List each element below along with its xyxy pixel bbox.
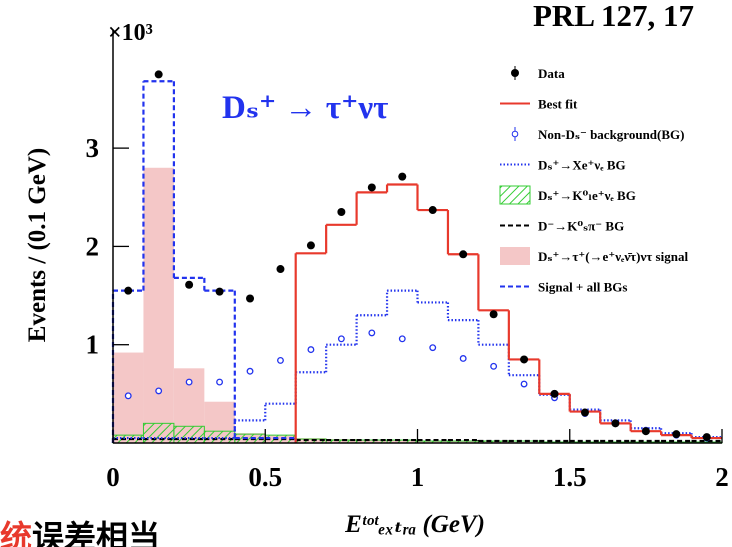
legend-label: Best fit (538, 97, 578, 112)
x-tick-label: 0 (106, 462, 120, 492)
data-point (398, 172, 407, 181)
data-point (337, 208, 346, 217)
y-tick-label: 2 (86, 231, 100, 261)
legend-label: Non-Dₛ⁻ background(BG) (538, 127, 684, 142)
caption: 统 (0, 518, 32, 547)
data-point (672, 430, 681, 439)
legend: Data Best fit Non-Dₛ⁻ background(BG) Dₛ⁺→Xe… (499, 66, 688, 295)
bg-point (398, 335, 406, 343)
bg-point (520, 380, 528, 388)
bg-point (185, 378, 193, 386)
data-point (154, 70, 163, 79)
y-multiplier: ×10³ (108, 20, 153, 46)
legend-label: D⁻→K⁰ₛπ⁻ BG (538, 219, 624, 234)
bg-point (246, 367, 254, 375)
bg-point (368, 329, 376, 337)
bg-point (490, 362, 498, 370)
bg-point (277, 356, 284, 364)
legend-symbol (500, 247, 530, 265)
legend-label: Dₛ⁺→τ⁺(→e⁺νₑν̄τ)ντ signal (538, 249, 688, 264)
data-point (306, 241, 315, 250)
bg-point (307, 346, 315, 354)
data-point (580, 408, 589, 417)
caption: 误差相当 (32, 518, 160, 547)
legend-symbol (499, 185, 531, 205)
x-tick-label: 2 (715, 462, 729, 492)
y-tick-label: 3 (86, 133, 100, 163)
hist-bar (143, 167, 174, 443)
chart-title: PRL 127, 17 (533, 0, 694, 33)
bg-point (429, 344, 437, 352)
data-point (520, 355, 529, 364)
y-tick-label: 1 (86, 330, 100, 360)
hist-bar (173, 425, 205, 444)
data-point (489, 310, 498, 319)
annotation: Dₛ⁺ → τ⁺ντ (222, 90, 388, 126)
legend-label: Dₛ⁺→K⁰ₗe⁺νₑ BG (538, 188, 636, 203)
bg-point (124, 392, 132, 400)
x-tick-label: 1 (411, 462, 425, 492)
bg-point (216, 378, 224, 386)
data-point (185, 280, 194, 289)
data-point (611, 419, 620, 428)
bg-point (459, 355, 467, 362)
data-point (428, 206, 437, 215)
data-point (246, 294, 255, 303)
bg-point (155, 387, 163, 395)
legend-label: Data (538, 66, 565, 81)
data-point (276, 265, 285, 274)
data-point (641, 427, 650, 436)
x-tick-label: 0.5 (248, 462, 282, 492)
data-point (367, 183, 376, 192)
bg-point (337, 335, 345, 343)
data-point (215, 287, 224, 296)
x-axis-label: Eᵗᵒᵗₑₓₜᵣₐ (GeV) (344, 511, 485, 538)
legend-label: Dₛ⁺→Xe⁺νₑ BG (538, 158, 626, 173)
data-point (702, 433, 711, 442)
legend-label: Signal + all BGs (538, 280, 627, 295)
legend-symbol (511, 69, 519, 77)
data-point (459, 250, 468, 259)
y-axis-label: Events / (0.1 GeV) (24, 148, 51, 342)
data-point (550, 389, 559, 398)
x-tick-label: 1.5 (553, 462, 587, 492)
legend-symbol (511, 130, 519, 138)
data-point (124, 286, 133, 295)
